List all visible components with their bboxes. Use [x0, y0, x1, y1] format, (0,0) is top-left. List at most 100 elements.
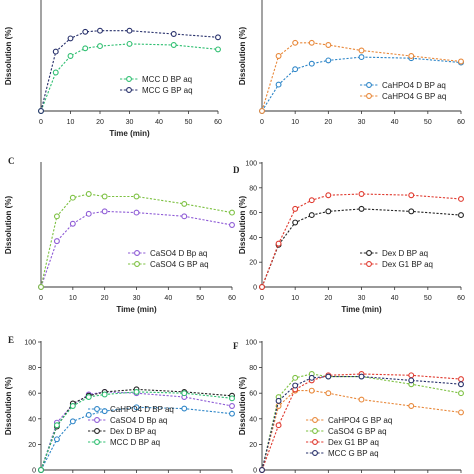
y-axis-label: Dissolution (%) — [4, 377, 13, 436]
legend: Dex D BP aq Dex G1 BP aq — [360, 249, 433, 269]
chart-panel-5: 0 20 40 60 80 100 Dissolution (%) E CaHPO4 D BP … — [4, 335, 235, 474]
y-tick-label: 100 — [24, 340, 36, 347]
x-tick-label: 20 — [101, 295, 109, 302]
data-point — [67, 35, 74, 42]
x-tick-label: 60 — [228, 295, 236, 302]
legend-entry: MCC G BP aq — [142, 86, 193, 95]
data-point — [133, 388, 140, 395]
legend-entry: Dex G1 BP aq — [328, 438, 379, 447]
data-point — [170, 31, 177, 37]
data-point — [408, 377, 415, 384]
chart-panel-1: 0 10 20 30 40 50 60 Time (min) Dissolution (%) MC… — [4, 0, 222, 138]
y-axis-label: Dissolution (%) — [238, 27, 247, 86]
legend-entry: CaSO4 D Bp aq — [150, 249, 207, 258]
x-axis-label: Time (min) — [109, 129, 150, 138]
data-point — [101, 391, 108, 398]
data-point — [325, 208, 332, 215]
series-line — [261, 390, 462, 471]
data-point — [292, 39, 299, 46]
y-axis-label: Dissolution (%) — [238, 377, 247, 436]
data-point — [308, 387, 315, 394]
legend-swatch-marker — [312, 439, 318, 445]
series-line — [261, 373, 462, 471]
data-point — [133, 209, 140, 216]
data-point — [52, 69, 59, 76]
y-tick-label: 20 — [28, 442, 36, 449]
data-point — [181, 405, 188, 412]
data-point — [97, 43, 103, 50]
data-point — [292, 66, 299, 73]
series-2 — [259, 191, 464, 290]
series-line — [261, 373, 462, 471]
data-point — [458, 212, 464, 219]
data-point — [85, 191, 92, 197]
series-1 — [38, 404, 235, 473]
x-tick-label: 10 — [67, 119, 75, 126]
y-tick-label: 0 — [32, 468, 36, 474]
data-point — [53, 238, 60, 245]
y-tick-label: 100 — [245, 161, 257, 168]
legend-swatch-marker — [366, 250, 372, 256]
data-point — [229, 222, 235, 228]
panel-label: C — [8, 156, 15, 166]
x-tick-label: 40 — [391, 119, 399, 126]
legend-entry: CaHPO4 D BP aq — [382, 81, 446, 90]
data-point — [408, 372, 415, 379]
data-point — [229, 209, 235, 216]
x-tick-label: 40 — [391, 295, 399, 302]
data-point — [358, 54, 365, 61]
data-point — [275, 81, 282, 88]
x-tick-label: 40 — [155, 119, 163, 126]
data-point — [275, 240, 282, 247]
data-point — [259, 467, 265, 473]
legend-swatch-marker — [134, 250, 140, 256]
data-point — [458, 196, 464, 202]
series-line — [40, 210, 233, 288]
y-tick-label: 60 — [249, 210, 257, 217]
data-point — [126, 27, 133, 34]
x-tick-label: 20 — [324, 119, 332, 126]
series-2 — [38, 27, 221, 114]
x-axis-label: Time (min) — [116, 305, 157, 314]
data-point — [358, 396, 365, 403]
data-point — [126, 40, 133, 47]
data-point — [458, 390, 464, 397]
legend-swatch-marker — [94, 406, 100, 412]
y-tick-label: 40 — [249, 416, 257, 423]
series-line — [40, 391, 233, 471]
series-4 — [259, 373, 464, 473]
data-point — [181, 390, 188, 397]
legend-entry: CaHPO4 G BP aq — [328, 416, 392, 425]
legend: CaSO4 D Bp aq CaSO4 G BP aq — [128, 249, 209, 269]
y-tick-label: 20 — [249, 260, 257, 267]
y-tick-label: 80 — [249, 185, 257, 192]
data-point — [53, 213, 60, 220]
data-point — [458, 376, 464, 383]
data-point — [85, 210, 92, 217]
data-point — [308, 39, 315, 46]
data-point — [133, 404, 140, 411]
data-point — [408, 53, 415, 59]
x-axis-label: Time (min) — [341, 305, 382, 314]
x-tick-label: 0 — [260, 295, 264, 302]
y-tick-label: 80 — [28, 365, 36, 372]
data-point — [69, 220, 76, 227]
legend-swatch-marker — [312, 428, 318, 434]
legend-swatch-marker — [134, 261, 140, 267]
series-4 — [38, 388, 235, 473]
series-2 — [38, 191, 235, 290]
y-tick-label: 40 — [28, 416, 36, 423]
data-point — [69, 194, 76, 201]
legend-swatch-marker — [312, 417, 318, 423]
y-tick-label: 0 — [253, 468, 257, 474]
legend-entry: CaHPO4 D BP aq — [110, 405, 174, 414]
panel-label: D — [233, 165, 240, 175]
data-point — [458, 58, 464, 65]
data-point — [181, 200, 188, 207]
series-2 — [259, 39, 464, 114]
data-point — [82, 28, 89, 35]
legend: CaHPO4 D BP aq CaHPO4 G BP aq — [360, 81, 446, 101]
legend-swatch-marker — [94, 439, 100, 445]
data-point — [259, 284, 265, 290]
data-point — [325, 390, 332, 397]
